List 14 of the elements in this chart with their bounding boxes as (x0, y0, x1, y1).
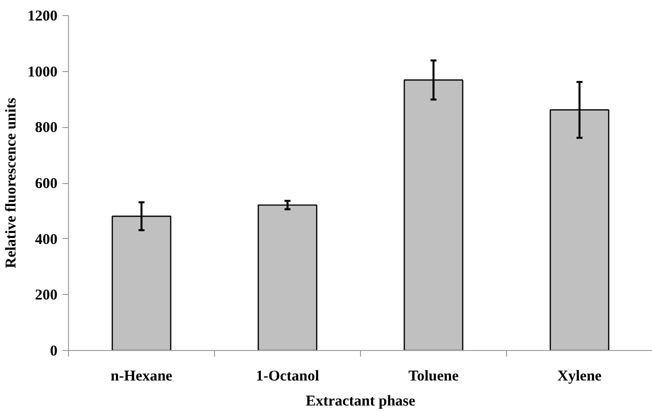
y-tick-label: 600 (35, 176, 58, 192)
y-tick-label: 200 (35, 288, 58, 304)
bar (258, 204, 318, 350)
x-tick-label: Xylene (557, 368, 602, 384)
y-tick-label: 0 (50, 344, 58, 360)
y-tick-label: 1000 (28, 64, 58, 80)
x-tick-label: 1-Octanol (256, 368, 320, 384)
y-tick-label: 1200 (28, 8, 58, 24)
x-axis-title: Extractant phase (306, 394, 416, 410)
x-tick-label: Toluene (408, 368, 459, 384)
x-tick-label: n-Hexane (110, 368, 173, 384)
y-tick-label: 400 (35, 232, 58, 248)
y-tick-label: 800 (35, 120, 58, 136)
y-axis-title: Relative fluorescence units (4, 98, 20, 268)
